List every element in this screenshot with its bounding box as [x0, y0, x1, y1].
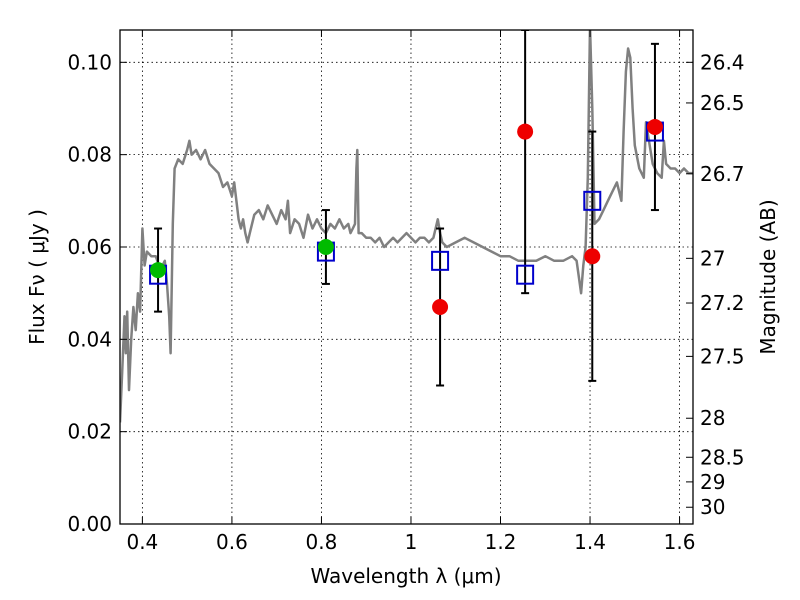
sed-chart: 0.4 0.6 0.8 1 1.2 1.4 1.6 0.00 0.02 0.04 0.06 0.08…	[0, 0, 800, 600]
x-tick-label: 1.2	[485, 530, 517, 554]
magnitude-tick-label: 26.4	[700, 50, 745, 74]
observed-flux-point	[433, 300, 448, 315]
y-tick-label: 0.10	[67, 50, 112, 74]
plot-background	[120, 30, 693, 524]
y-axis-ticks: 0.00 0.02 0.04 0.06 0.08 0.10	[67, 50, 127, 536]
magnitude-tick-label: 26.7	[700, 162, 745, 186]
y-tick-label: 0.06	[67, 235, 112, 259]
observed-flux-point	[318, 239, 333, 254]
magnitude-axis-title: Magnitude (AB)	[756, 199, 780, 354]
x-tick-label: 1.6	[664, 530, 696, 554]
x-tick-label: 0.4	[126, 530, 158, 554]
observed-flux-point	[151, 263, 166, 278]
magnitude-tick-label: 26.5	[700, 91, 745, 115]
magnitude-tick-label: 28.5	[700, 445, 745, 469]
magnitude-tick-label: 27.5	[700, 344, 745, 368]
y-tick-label: 0.02	[67, 420, 112, 444]
magnitude-tick-label: 27	[700, 246, 725, 270]
magnitude-tick-label: 29	[700, 470, 725, 494]
x-tick-label: 0.6	[216, 530, 248, 554]
magnitude-tick-label: 28	[700, 406, 725, 430]
y-axis-title: Flux Fν ( μJy )	[25, 209, 49, 345]
y-tick-label: 0.00	[67, 512, 112, 536]
y-tick-label: 0.08	[67, 143, 112, 167]
y-tick-label: 0.04	[67, 327, 112, 351]
magnitude-tick-label: 27.2	[700, 291, 745, 315]
magnitude-tick-label: 30	[700, 495, 725, 519]
x-tick-label: 1	[405, 530, 418, 554]
x-axis-title: Wavelength λ (μm)	[310, 564, 501, 588]
observed-flux-point	[518, 124, 533, 139]
observed-flux-point	[585, 249, 600, 264]
observed-flux-point	[647, 119, 662, 134]
x-tick-label: 1.4	[574, 530, 606, 554]
x-tick-label: 0.8	[306, 530, 338, 554]
